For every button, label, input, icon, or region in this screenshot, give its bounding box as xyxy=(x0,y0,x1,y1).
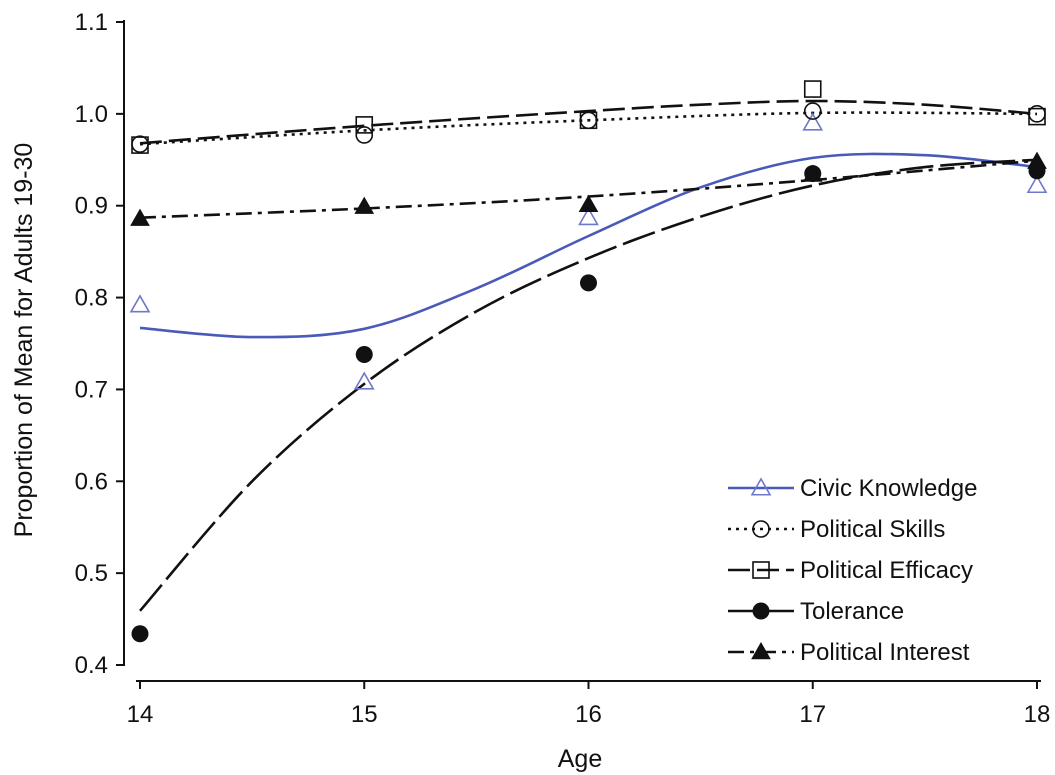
data-point-tolerance xyxy=(131,625,149,643)
series-line-tolerance xyxy=(139,158,1038,612)
legend-label-political-interest: Political Interest xyxy=(800,639,970,666)
data-point-political-skills xyxy=(803,102,822,120)
series-line-political-efficacy xyxy=(139,99,1038,145)
data-point-civic-knowledge xyxy=(1026,174,1048,194)
y-tick-label: 0.4 xyxy=(75,652,108,679)
axes xyxy=(116,20,1041,689)
data-point-political-interest xyxy=(1027,151,1047,169)
data-point-civic-knowledge xyxy=(578,207,599,226)
y-tick-label: 1.1 xyxy=(75,9,108,36)
y-tick-label: 0.9 xyxy=(75,193,108,220)
legend-label-political-skills: Political Skills xyxy=(800,516,945,543)
y-tick-label: 1.0 xyxy=(75,101,108,128)
data-point-civic-knowledge xyxy=(129,294,151,313)
legend-marker-civic-knowledge xyxy=(750,477,772,496)
x-tick-label: 16 xyxy=(575,701,602,728)
data-points xyxy=(129,80,1048,643)
series-line-political-skills xyxy=(139,111,1038,146)
y-tick-label: 0.6 xyxy=(75,468,108,495)
x-tick-label: 14 xyxy=(127,701,154,728)
data-point-political-efficacy xyxy=(355,116,374,134)
legend-label-civic-knowledge: Civic Knowledge xyxy=(800,475,977,502)
tick-labels: 0.4 0.5 0.6 0.7 0.8 0.9 1.0 1.1 14 15 16 17 18 xyxy=(75,9,1051,728)
data-point-political-efficacy xyxy=(1028,107,1046,126)
data-point-political-efficacy xyxy=(579,111,598,130)
y-tick-label: 0.7 xyxy=(75,376,108,403)
data-point-political-interest xyxy=(578,194,599,213)
data-point-civic-knowledge xyxy=(802,112,824,131)
data-point-political-interest xyxy=(354,196,375,214)
data-point-civic-knowledge xyxy=(353,371,375,390)
data-point-political-efficacy xyxy=(803,80,822,98)
y-tick-label: 0.5 xyxy=(75,560,108,587)
x-tick-label: 15 xyxy=(351,701,378,728)
data-point-political-interest xyxy=(802,164,823,182)
legend-marker-political-skills xyxy=(752,520,770,538)
legend-marker-political-interest xyxy=(751,641,771,660)
legend-marker-political-efficacy xyxy=(752,561,770,579)
legend-marker-tolerance xyxy=(752,602,770,620)
x-tick-label: 17 xyxy=(799,701,826,728)
legend-label-political-efficacy: Political Efficacy xyxy=(800,557,973,584)
x-tick-label: 18 xyxy=(1024,701,1051,728)
data-point-political-efficacy xyxy=(131,136,149,154)
data-point-tolerance xyxy=(355,346,373,364)
data-point-political-interest xyxy=(130,208,150,226)
y-axis-title: Proportion of Mean for Adults 19-30 xyxy=(10,143,38,538)
x-axis-title: Age xyxy=(558,745,602,773)
y-tick-label: 0.8 xyxy=(75,285,108,312)
series-line-civic-knowledge xyxy=(139,152,1038,339)
data-point-tolerance xyxy=(580,274,597,292)
legend-label-tolerance: Tolerance xyxy=(800,598,904,625)
legend: Civic Knowledge Political Skills Political… xyxy=(728,475,977,666)
data-point-political-skills xyxy=(355,126,374,144)
